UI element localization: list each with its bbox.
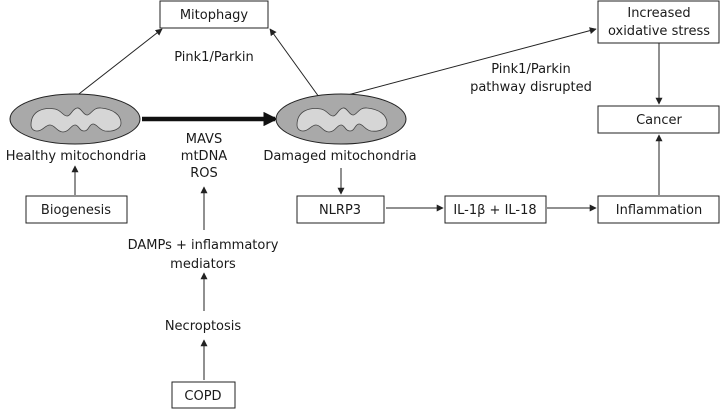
damps-label-line1: DAMPs + inflammatory <box>128 238 279 253</box>
copd-node: COPD <box>171 381 236 409</box>
damaged-mitochondria-label: Damaged mitochondria <box>263 149 416 164</box>
mitophagy-node: Mitophagy <box>159 0 269 29</box>
inflammation-node: Inflammation <box>597 195 720 224</box>
healthy-mitochondrion-icon <box>9 93 141 145</box>
arrow-healthy-to-mitophagy <box>74 28 163 98</box>
inflammation-label: Inflammation <box>616 203 702 218</box>
copd-label: COPD <box>184 389 221 404</box>
cancer-label: Cancer <box>636 113 682 128</box>
oxidative-stress-node: Increased oxidative stress <box>597 0 720 44</box>
mavs-label: MAVS <box>186 132 222 147</box>
oxidative-stress-label-line2: oxidative stress <box>608 24 710 39</box>
healthy-mitochondria-label: Healthy mitochondria <box>6 149 147 164</box>
nlrp3-label: NLRP3 <box>319 203 361 218</box>
pink1-parkin-label: Pink1/Parkin <box>174 50 254 65</box>
nlrp3-node: NLRP3 <box>296 195 385 224</box>
damps-label-line2: mediators <box>170 257 236 272</box>
biogenesis-label: Biogenesis <box>41 203 111 218</box>
mitophagy-label: Mitophagy <box>180 8 249 23</box>
il1b-il18-node: IL-1β + IL-18 <box>444 195 547 224</box>
oxidative-stress-label-line1: Increased <box>627 6 690 21</box>
ros-label: ROS <box>190 166 218 181</box>
pathway-disrupted-label-line2: pathway disrupted <box>470 80 592 95</box>
cancer-node: Cancer <box>597 105 720 134</box>
biogenesis-node: Biogenesis <box>25 195 128 224</box>
pathway-disrupted-label-line1: Pink1/Parkin <box>491 62 571 77</box>
mtdna-label: mtDNA <box>181 149 227 164</box>
connectors <box>71 27 663 380</box>
necroptosis-label: Necroptosis <box>165 319 242 334</box>
arrow-damaged-to-mitophagy <box>269 28 320 98</box>
damaged-mitochondrion-icon <box>275 93 407 145</box>
il1b-il18-label: IL-1β + IL-18 <box>453 203 536 218</box>
arrow-damaged-to-oxidative-stress <box>339 27 597 98</box>
